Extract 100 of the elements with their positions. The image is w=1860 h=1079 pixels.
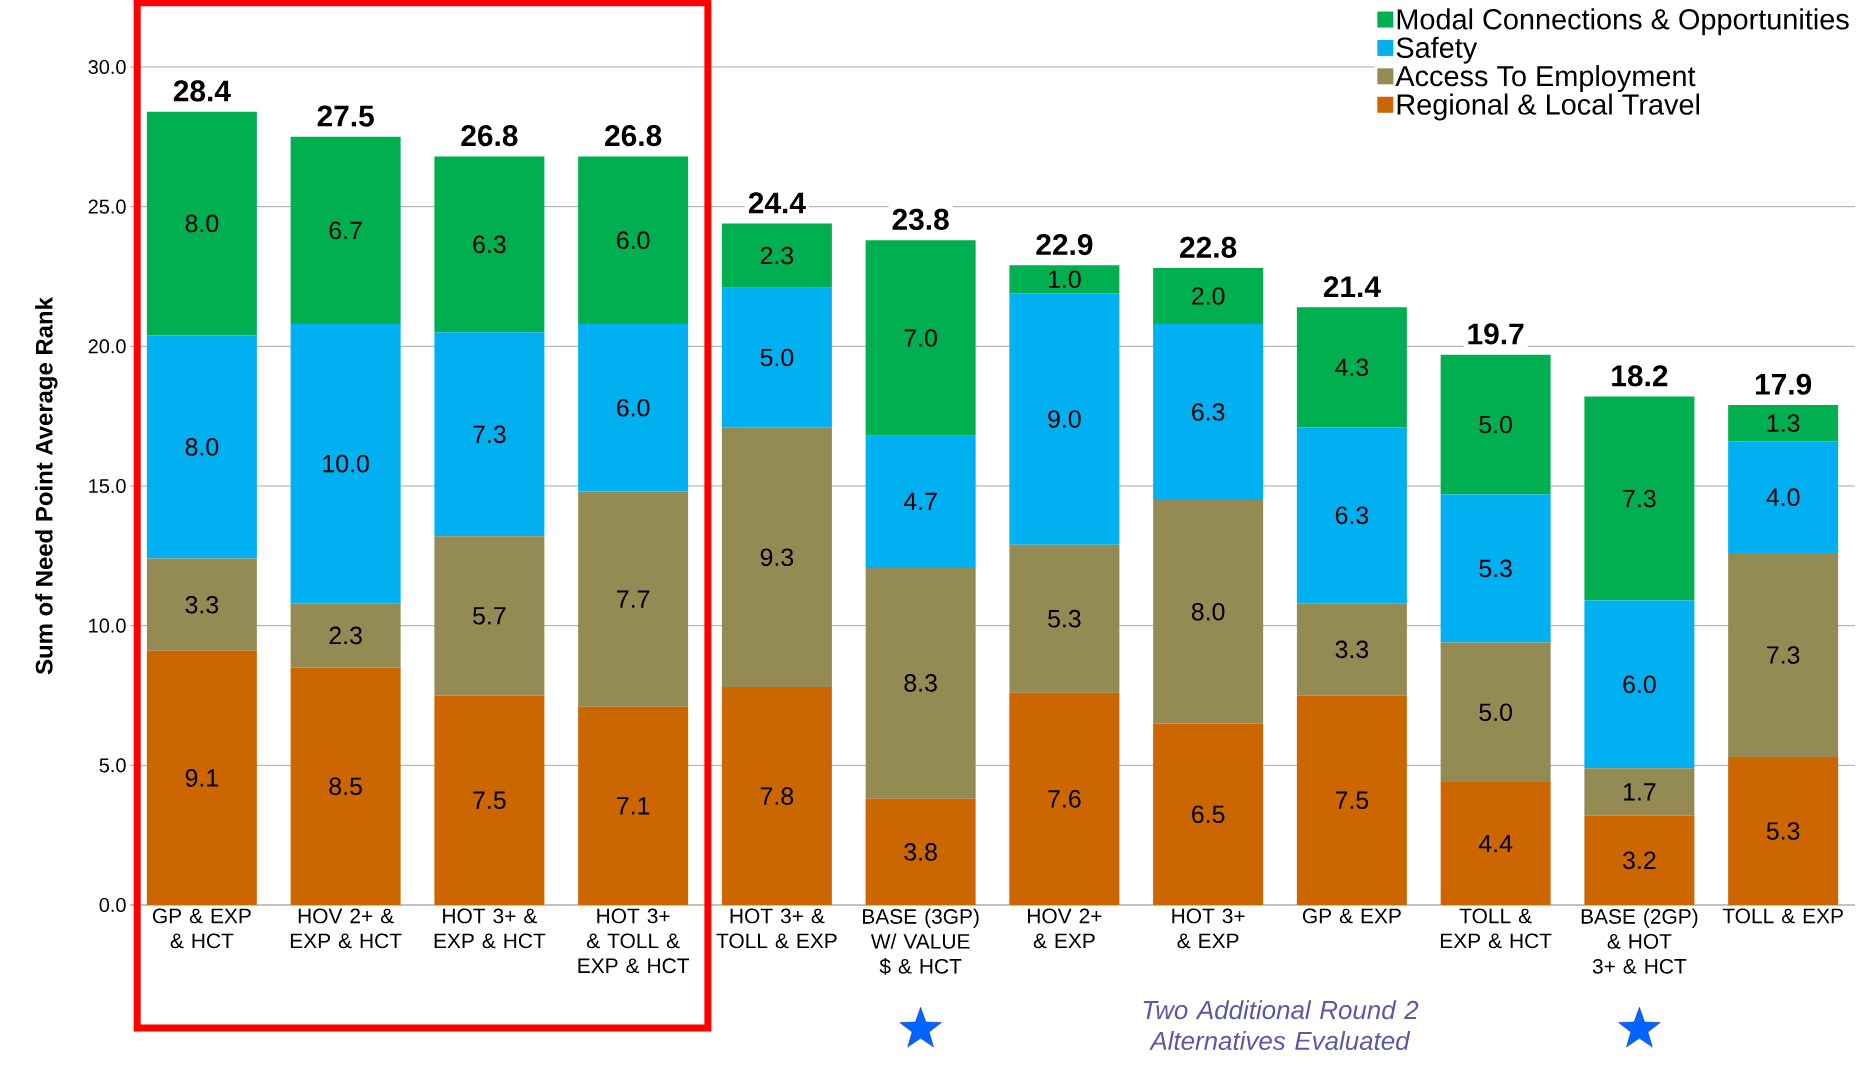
data-label: 6.0 bbox=[1623, 675, 1656, 694]
total-label: 17.9 bbox=[1755, 373, 1812, 395]
data-label: 6.3 bbox=[473, 235, 506, 254]
data-label: 2.3 bbox=[329, 626, 362, 645]
legend-label: Safety bbox=[1396, 36, 1478, 64]
bar bbox=[1009, 544, 1120, 693]
bar bbox=[1009, 265, 1120, 294]
data-label: 8.0 bbox=[1191, 602, 1225, 621]
data-label: 9.3 bbox=[760, 548, 794, 567]
bar bbox=[578, 706, 689, 905]
total-label: 21.4 bbox=[1323, 276, 1381, 298]
bar bbox=[865, 435, 976, 567]
x-tick-label: BASE (3GP) W/ VALUE $ & HCT bbox=[863, 908, 979, 975]
total-label: 27.5 bbox=[317, 105, 374, 127]
total-label: 24.4 bbox=[748, 192, 806, 214]
data-label: 5.7 bbox=[473, 607, 506, 625]
data-label: 3.2 bbox=[1623, 851, 1656, 870]
bar bbox=[434, 695, 545, 905]
data-label: 4.7 bbox=[903, 492, 937, 510]
data-label: 2.3 bbox=[760, 246, 794, 265]
data-label: 7.3 bbox=[473, 425, 506, 444]
data-label: 7.3 bbox=[1767, 646, 1800, 664]
data-label: 7.1 bbox=[617, 797, 650, 815]
data-label: 6.3 bbox=[1192, 403, 1225, 421]
data-label: 9.1 bbox=[185, 769, 218, 787]
bar bbox=[434, 156, 545, 333]
data-label: 7.0 bbox=[904, 329, 937, 347]
data-label: 1.0 bbox=[1048, 270, 1081, 289]
data-label: 1.7 bbox=[1623, 783, 1656, 801]
bar bbox=[1584, 768, 1695, 816]
data-label: 5.3 bbox=[1048, 609, 1081, 628]
total-label: 26.8 bbox=[605, 125, 662, 147]
y-axis-title: Sum of Need Point Average Rank bbox=[35, 297, 58, 675]
data-label: 10.0 bbox=[323, 454, 369, 473]
bar bbox=[721, 287, 832, 428]
total-label: 22.9 bbox=[1036, 233, 1093, 256]
total-label: 22.8 bbox=[1180, 236, 1237, 258]
bar bbox=[1153, 499, 1264, 724]
x-tick-label: TOLL & EXP bbox=[1722, 908, 1843, 924]
bar bbox=[290, 323, 401, 604]
data-label: 5.0 bbox=[1479, 703, 1512, 722]
legend-label: Regional & Local Travel bbox=[1397, 93, 1700, 121]
bar bbox=[721, 427, 832, 688]
bar bbox=[578, 156, 689, 324]
x-tick-label: HOT 3+ & EXP & HCT bbox=[434, 908, 546, 949]
bar bbox=[1584, 815, 1695, 905]
x-tick-label: HOV 2+ & EXP bbox=[1028, 908, 1102, 949]
bar bbox=[146, 111, 257, 336]
x-tick-label: TOLL & EXP & HCT bbox=[1440, 908, 1552, 949]
data-label: 7.5 bbox=[1335, 791, 1369, 809]
bar bbox=[1440, 782, 1551, 905]
bar bbox=[865, 798, 976, 905]
bar bbox=[434, 536, 545, 696]
bar bbox=[1153, 723, 1264, 905]
y-tick-label: 10.0 bbox=[89, 618, 126, 633]
data-label: 9.0 bbox=[1048, 410, 1081, 428]
y-tick-label: 30.0 bbox=[88, 59, 126, 75]
y-tick-label: 15.0 bbox=[89, 478, 126, 494]
y-tick-label: 20.0 bbox=[88, 339, 126, 354]
data-label: 6.3 bbox=[1335, 506, 1369, 525]
data-label: 4.3 bbox=[1335, 358, 1369, 377]
bar bbox=[290, 667, 401, 905]
data-label: 5.0 bbox=[760, 348, 794, 367]
x-tick-label: HOT 3+ & TOLL & EXP bbox=[716, 908, 837, 949]
x-tick-label: HOT 3+ & EXP bbox=[1172, 908, 1245, 949]
bar bbox=[578, 491, 689, 707]
data-label: 8.5 bbox=[329, 777, 362, 796]
bar bbox=[1728, 553, 1839, 757]
total-label: 28.4 bbox=[173, 80, 231, 102]
data-label: 6.0 bbox=[617, 231, 650, 249]
x-tick-label: HOT 3+ & TOLL & EXP & HCT bbox=[578, 908, 690, 974]
bar bbox=[1009, 692, 1120, 905]
bar bbox=[1584, 396, 1695, 601]
data-label: 7.8 bbox=[760, 787, 794, 805]
bar bbox=[434, 332, 545, 537]
data-label: 8.0 bbox=[185, 214, 219, 233]
y-tick-label: 0.0 bbox=[99, 897, 126, 913]
data-label: 6.5 bbox=[1192, 805, 1225, 824]
bar bbox=[721, 687, 832, 905]
x-tick-label: BASE (2GP) & HOT 3+ & HCT bbox=[1581, 908, 1698, 974]
data-label: 6.0 bbox=[617, 398, 650, 417]
data-label: 4.0 bbox=[1766, 488, 1800, 506]
data-label: 3.8 bbox=[904, 843, 937, 861]
data-label: 6.7 bbox=[329, 221, 362, 240]
bar bbox=[146, 335, 257, 559]
legend-label: Modal Connections & Opportunities bbox=[1397, 8, 1849, 36]
y-tick-label: 5.0 bbox=[99, 758, 126, 773]
bar bbox=[1296, 427, 1407, 604]
bar bbox=[1296, 695, 1407, 905]
total-label: 18.2 bbox=[1612, 365, 1668, 387]
bar bbox=[146, 558, 257, 651]
bar bbox=[865, 567, 976, 799]
y-tick-label: 25.0 bbox=[88, 199, 126, 214]
total-label: 19.7 bbox=[1468, 323, 1524, 345]
bar bbox=[1728, 404, 1839, 442]
bar bbox=[1296, 603, 1407, 696]
bar bbox=[865, 240, 976, 436]
bar bbox=[1728, 441, 1839, 554]
bar bbox=[1440, 494, 1551, 643]
data-label: 1.3 bbox=[1767, 414, 1800, 432]
